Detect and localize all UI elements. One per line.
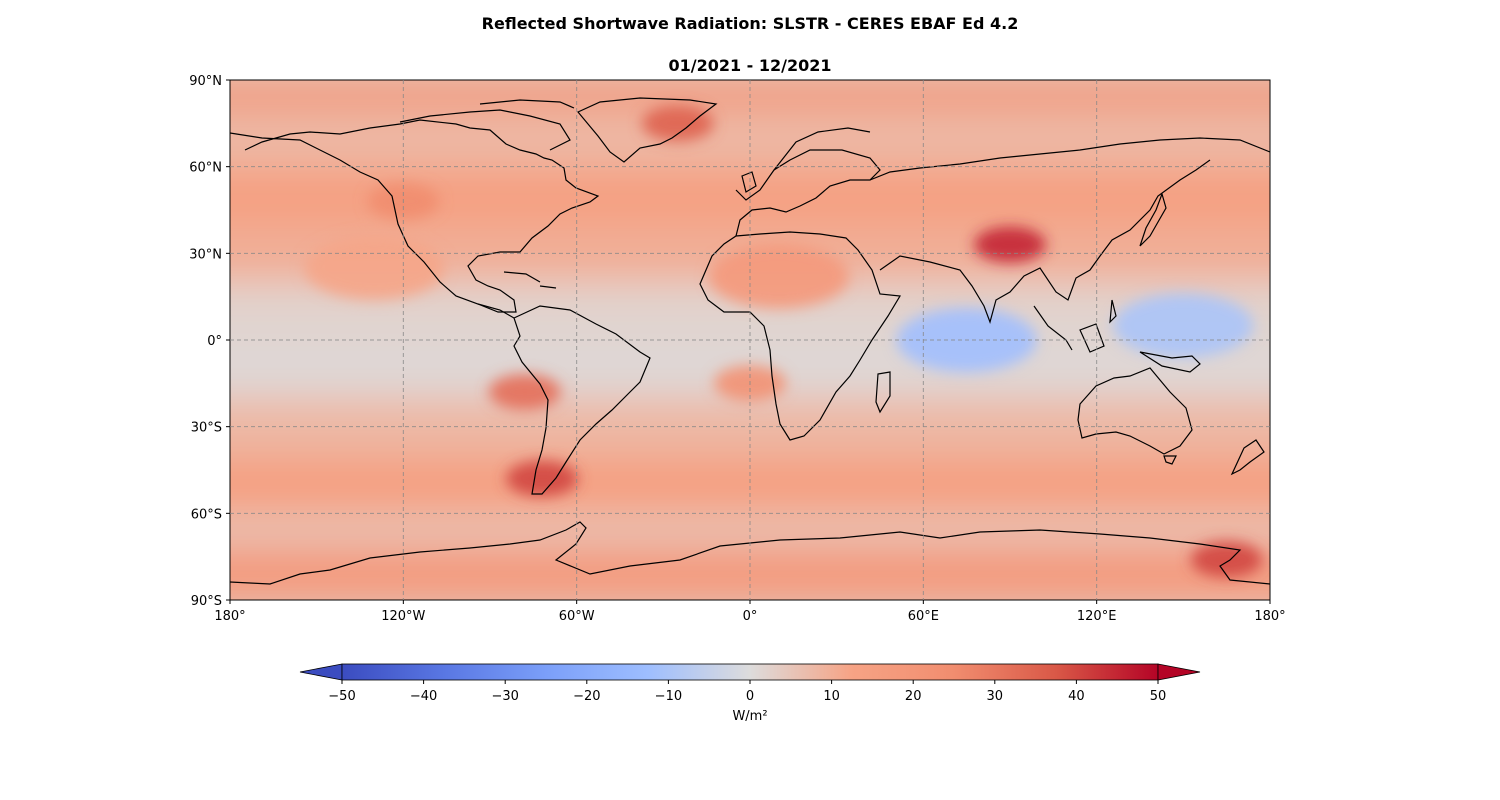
lon-tick-label-6: 180° xyxy=(1254,609,1285,624)
colorbar-label: W/m² xyxy=(732,709,767,724)
lat-tick-label-3: 0° xyxy=(207,334,222,349)
colorbar-bar xyxy=(341,663,1159,681)
colorbar-tick-label-0: −50 xyxy=(328,689,355,704)
anomaly-region-3 xyxy=(641,105,714,142)
lat-tick-label-4: 30°S xyxy=(191,421,222,436)
anomaly-region-6 xyxy=(304,235,445,300)
colorbar-tick-label-6: 10 xyxy=(823,689,840,704)
anomaly-region-1 xyxy=(488,374,561,410)
anomaly-region-9 xyxy=(506,460,578,497)
colorbar-tick-label-1: −40 xyxy=(410,689,437,704)
lat-tick-label-1: 60°N xyxy=(189,161,222,176)
lon-tick-label-1: 120°W xyxy=(381,609,425,624)
lat-tick-label-2: 30°N xyxy=(189,247,222,262)
lon-tick-label-5: 120°E xyxy=(1077,609,1117,624)
coastlines xyxy=(230,97,1270,585)
lon-tick-label-3: 0° xyxy=(743,609,758,624)
anomaly-region-4 xyxy=(708,244,849,309)
colorbar-tick-label-7: 20 xyxy=(905,689,922,704)
lon-tick-label-0: 180° xyxy=(214,609,245,624)
field-band-7 xyxy=(230,455,1270,514)
colorbar-tick-label-4: −10 xyxy=(655,689,682,704)
colorbar-tick-label-2: −30 xyxy=(491,689,518,704)
lon-tick-label-2: 60°W xyxy=(559,609,595,624)
colorbar-tick-label-9: 40 xyxy=(1068,689,1085,704)
lat-tick-label-5: 60°S xyxy=(191,507,222,522)
lon-tick-label-4: 60°E xyxy=(908,609,939,624)
lat-tick-label-0: 90°N xyxy=(189,74,222,89)
colorbar-extend-low xyxy=(299,663,343,681)
longitude-ticks: 180° 120°W 60°W 0° 60°E 120°E 180° xyxy=(214,600,1286,624)
chart-subtitle: 01/2021 - 12/2021 xyxy=(668,56,832,75)
latitude-ticks: 90°N 60°N 30°N 0° 30°S 60°S 90°S xyxy=(189,74,230,609)
lat-tick-label-6: 90°S xyxy=(191,594,222,609)
colorbar-tick-label-3: −20 xyxy=(573,689,600,704)
colorbar-ticks: −50 −40 −30 −20 −10 0 10 20 30 40 50 xyxy=(328,680,1166,704)
colorbar-extend-high xyxy=(1157,663,1201,681)
anomaly-region-8 xyxy=(1113,293,1254,358)
gridlines xyxy=(230,80,1270,600)
colorbar-tick-label-5: 0 xyxy=(746,689,754,704)
anomaly-region-0 xyxy=(974,226,1046,263)
colorbar-tick-label-10: 50 xyxy=(1150,689,1167,704)
colorbar-tick-label-8: 30 xyxy=(987,689,1004,704)
chart-title: Reflected Shortwave Radiation: SLSTR - C… xyxy=(481,14,1019,33)
colorbar: −50 −40 −30 −20 −10 0 10 20 30 40 50 W/m² xyxy=(299,663,1201,724)
anomaly-region-10 xyxy=(1190,541,1263,578)
